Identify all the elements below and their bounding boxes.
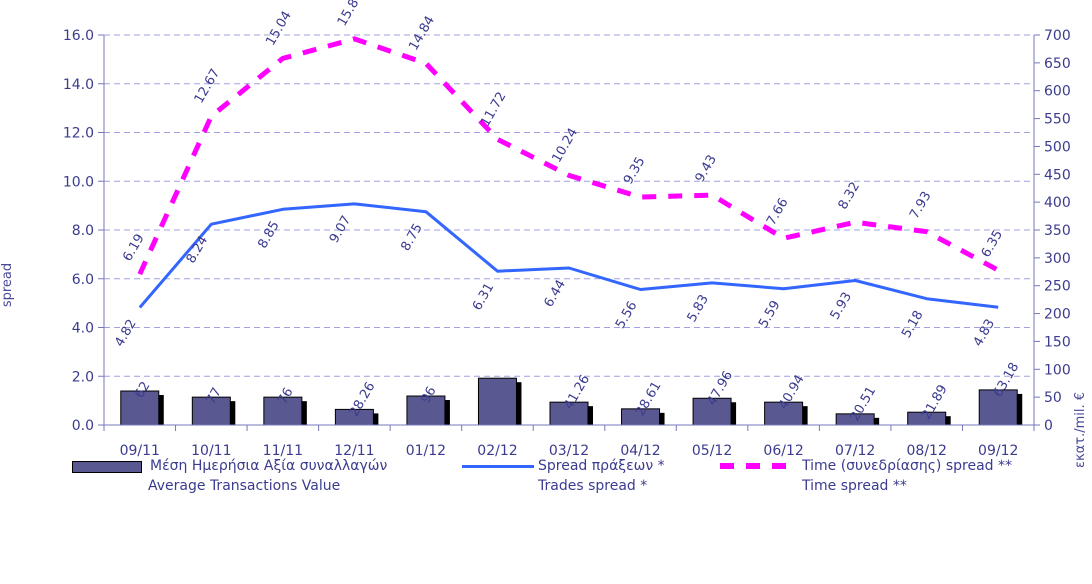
x-tick-label: 02/12: [477, 443, 517, 459]
y2-axis-label: εκατ./mil. €: [1073, 392, 1088, 468]
legend-bars: Μέση Ημερήσια Αξία συναλλαγών Average Tr…: [72, 455, 462, 495]
y2-tick-label: 150: [1044, 334, 1071, 350]
x-tick-label: 11/11: [263, 443, 303, 459]
y2-tick-label: 600: [1044, 84, 1071, 100]
time-spread-label: 12.67: [192, 66, 224, 106]
time-spread-label: 11.72: [478, 90, 510, 130]
y2-tick-label: 500: [1044, 139, 1071, 155]
trades-spread-line: [138, 202, 999, 309]
x-tick-label: 06/12: [763, 443, 803, 459]
y2-tick-label: 350: [1044, 223, 1071, 239]
time-spread-label: 14.84: [406, 14, 438, 54]
time-spread-label: 15.04: [263, 9, 295, 49]
x-tick-label: 09/11: [120, 443, 160, 459]
trades-spread-label: 4.82: [112, 317, 139, 350]
y2-tick-label: 400: [1044, 195, 1071, 211]
time-spread-label: 9.43: [693, 153, 720, 186]
legend-time-spread: Time (συνεδρίασης) spread ** Time spread…: [720, 455, 1080, 495]
x-tick-label: 01/12: [406, 443, 446, 459]
y2-tick-label: 0: [1044, 418, 1053, 434]
legend-label-time-spread-en: Time spread **: [802, 478, 907, 494]
x-tick-label: 07/12: [835, 443, 875, 459]
y-tick-label: 2.0: [72, 369, 94, 385]
y-tick-label: 10.0: [63, 174, 94, 190]
trades-spread-label: 8.24: [184, 234, 211, 267]
trades-spread-label: 5.59: [756, 298, 783, 331]
legend-label-bars: Μέση Ημερήσια Αξία συναλλαγών: [150, 458, 388, 474]
y-axis-label: spread: [0, 263, 15, 307]
time-spread-label: 10.24: [549, 126, 581, 166]
legend-label-time-spread: Time (συνεδρίασης) spread **: [802, 458, 1012, 474]
legend-swatch-trades-spread: [462, 465, 534, 468]
bar-value-label: 76: [275, 385, 296, 407]
bar-value-label: 62: [132, 379, 153, 401]
y2-tick-label: 300: [1044, 251, 1071, 267]
gridlines: [104, 34, 1034, 377]
x-tick-label: 04/12: [620, 443, 660, 459]
time-spread-label: 7.93: [907, 189, 934, 222]
time-spread-label: 9.35: [621, 155, 648, 188]
y-tick-label: 16.0: [63, 28, 94, 44]
x-tick-label: 09/12: [978, 443, 1018, 459]
trades-spread-label: 6.44: [541, 277, 568, 310]
time-spread-label: 6.19: [120, 232, 147, 265]
y2-tick-label: 250: [1044, 279, 1071, 295]
y-tick-label: 12.0: [63, 126, 94, 142]
time-spread-label: 6.35: [979, 228, 1006, 261]
time-spread-label: 15.84: [335, 0, 367, 29]
legend-swatch-bar: [72, 461, 142, 473]
y2-tick-label: 550: [1044, 112, 1071, 128]
trades-spread-label: 5.56: [613, 299, 640, 332]
axes: 0.0 2.0 4.0 6.0 8.0 10.0 12.0 14.0 16.0 0 50 100 150…: [63, 28, 1071, 459]
legend-trades-spread: Spread πράξεων * Trades spread *: [462, 455, 712, 495]
x-tick-label: 08/12: [907, 443, 947, 459]
bar: [477, 377, 517, 426]
x-tick-label: 05/12: [692, 443, 732, 459]
trades-spread-label: 9.07: [327, 213, 354, 246]
y-tick-label: 0.0: [72, 418, 94, 434]
bar-series: [120, 377, 1023, 426]
x-tick-label: 10/11: [191, 443, 231, 459]
legend-swatch-time-spread: [720, 463, 790, 469]
bar-value-label: 96: [418, 384, 439, 406]
bar: [263, 396, 303, 426]
bar: [692, 397, 732, 426]
y2-tick-label: 50: [1044, 390, 1062, 406]
line-series: [137, 36, 1000, 309]
y2-tick-label: 200: [1044, 307, 1071, 323]
data-labels: 62 77 76 28.26 96 41.26 28.61 47.96 40.94 20.51 21…: [112, 0, 1022, 424]
bar: [120, 390, 160, 426]
x-tick-label: 03/12: [549, 443, 589, 459]
y-tick-label: 6.0: [72, 272, 94, 288]
y-tick-label: 4.0: [72, 321, 94, 337]
legend-label-trades-spread: Spread πράξεων *: [538, 458, 665, 474]
bar-value-label: 77: [204, 385, 225, 407]
trades-spread-label: 5.83: [685, 292, 712, 325]
time-spread-line: [137, 36, 1000, 276]
bar: [978, 389, 1018, 426]
time-spread-label: 7.66: [764, 196, 791, 229]
x-tick-label: 12/11: [334, 443, 374, 459]
y2-tick-label: 700: [1044, 28, 1071, 44]
trades-spread-label: 6.31: [470, 281, 497, 314]
y-tick-label: 14.0: [63, 77, 94, 93]
y2-tick-label: 450: [1044, 167, 1071, 183]
y2-tick-label: 100: [1044, 362, 1071, 378]
time-spread-label: 8.32: [836, 180, 863, 213]
trades-spread-label: 8.75: [398, 221, 425, 254]
trades-spread-label: 4.83: [971, 317, 998, 350]
trades-spread-label: 8.85: [255, 219, 282, 252]
y-tick-label: 8.0: [72, 223, 94, 239]
y2-tick-label: 650: [1044, 56, 1071, 72]
legend-label-bars-en: Average Transactions Value: [148, 478, 341, 494]
legend-label-trades-spread-en: Trades spread *: [538, 478, 648, 494]
trades-spread-label: 5.18: [899, 308, 926, 341]
trades-spread-label: 5.93: [828, 290, 855, 323]
